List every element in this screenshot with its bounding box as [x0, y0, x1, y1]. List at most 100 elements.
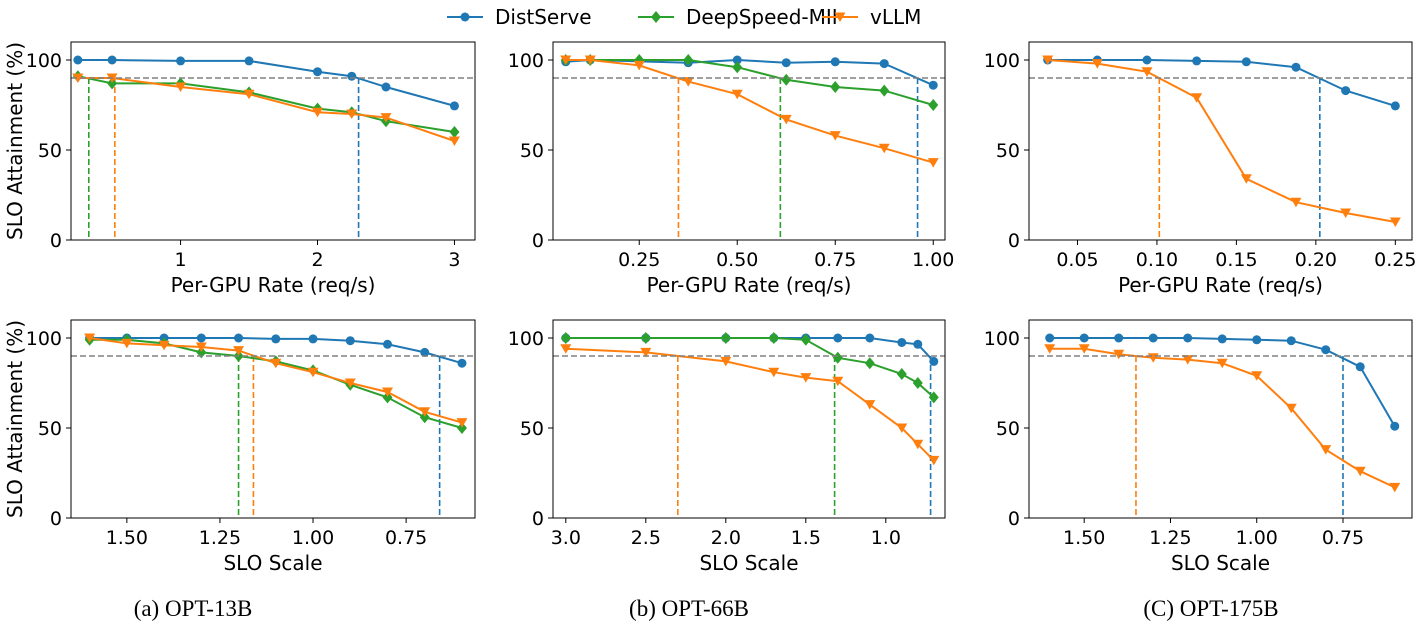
data-point	[780, 114, 792, 125]
data-point	[1252, 335, 1262, 345]
data-point	[313, 67, 323, 77]
data-point	[107, 55, 117, 65]
chart-panel-2: 0.25 0.50 0.75 1.00 0 50 100 Per-GPU Rate (req/…	[508, 41, 954, 297]
x-tick-label: 3.0	[551, 527, 581, 549]
data-point	[449, 101, 459, 111]
data-point	[1078, 344, 1090, 354]
data-point	[768, 332, 779, 344]
plot-frame	[552, 41, 946, 241]
data-point	[449, 126, 460, 138]
caption-b: (b) OPT-66B	[629, 596, 749, 621]
x-tick-label: 1.0	[871, 527, 901, 549]
y-tick-label: 50	[996, 418, 1020, 440]
series-line-deepspeed-mii	[77, 75, 455, 133]
data-point	[1390, 421, 1400, 431]
series-line-distserve	[565, 337, 935, 363]
data-point	[896, 368, 907, 380]
data-point	[1141, 67, 1153, 77]
data-point	[1042, 55, 1054, 65]
data-point	[912, 377, 923, 389]
series-line-vllm	[77, 77, 455, 142]
data-point	[1354, 466, 1366, 477]
x-tick-label: 0.75	[814, 249, 856, 271]
data-point	[312, 107, 324, 118]
data-point	[1290, 197, 1302, 208]
data-point	[176, 56, 186, 66]
caption-a: (a) OPT-13B	[133, 596, 253, 621]
data-point	[781, 58, 791, 68]
data-point	[830, 57, 840, 67]
series-line-vllm	[565, 347, 935, 462]
data-point	[347, 71, 357, 81]
y-tick-label: 0	[50, 230, 62, 252]
legend-label: DeepSpeed-MII	[686, 5, 838, 29]
data-point	[832, 351, 843, 364]
data-point	[1251, 371, 1263, 381]
x-tick-label: 1.50	[106, 527, 148, 549]
data-point	[457, 358, 467, 368]
data-point	[381, 82, 391, 92]
series-line-vllm	[89, 337, 463, 424]
data-point	[683, 54, 694, 66]
x-axis-label: Per-GPU Rate (req/s)	[1118, 273, 1323, 297]
legend: DistServe DeepSpeed-MII vLLM	[447, 5, 921, 29]
chart-panel-5: 3.0 2.5 2.0 1.5 1.0 0 50 100 SLO Scale	[508, 319, 946, 575]
y-tick-label: 100	[984, 328, 1020, 350]
data-point	[720, 332, 731, 344]
y-tick-label: 100	[26, 50, 62, 72]
legend-marker	[651, 11, 661, 23]
plot-frame	[1028, 41, 1413, 241]
data-point	[244, 56, 254, 66]
data-point	[448, 136, 460, 146]
data-point	[233, 346, 245, 356]
data-point	[1240, 174, 1252, 184]
data-point	[121, 338, 133, 349]
data-point	[308, 334, 318, 344]
x-tick-label: 0.05	[1056, 249, 1098, 271]
data-point	[1389, 217, 1401, 227]
series-line-deepspeed-mii	[565, 59, 934, 106]
data-point	[720, 356, 732, 367]
y-tick-label: 50	[520, 140, 544, 162]
legend-marker	[834, 12, 846, 22]
series-line-distserve	[77, 59, 455, 107]
data-point	[633, 60, 645, 71]
data-point	[781, 73, 792, 86]
plot-frame	[70, 319, 476, 519]
data-point	[928, 391, 939, 404]
data-point	[879, 84, 890, 97]
data-point	[382, 339, 392, 349]
data-point	[196, 333, 206, 343]
data-point	[1340, 208, 1352, 218]
y-tick-label: 100	[508, 50, 544, 72]
data-point	[1182, 355, 1194, 365]
data-point	[1286, 336, 1296, 346]
plot-frame	[552, 319, 946, 519]
data-point	[72, 73, 84, 83]
data-point	[897, 338, 907, 347]
x-axis-label: SLO Scale	[223, 551, 322, 575]
data-point	[928, 80, 938, 90]
data-point	[864, 400, 876, 410]
data-point	[833, 333, 843, 343]
data-point	[560, 55, 572, 65]
x-tick-label: 0.75	[385, 527, 427, 549]
x-tick-label: 1	[175, 249, 187, 271]
data-point	[1285, 403, 1297, 414]
data-point	[1142, 55, 1152, 65]
data-point	[107, 77, 118, 90]
data-point	[1389, 482, 1401, 493]
x-axis-label: Per-GPU Rate (req/s)	[171, 273, 376, 297]
chart-panel-3: 0.05 0.10 0.15 0.20 0.25 0 50 100 Per-GPU Rate (…	[984, 41, 1416, 297]
y-tick-label: 100	[26, 328, 62, 350]
data-point	[913, 339, 923, 349]
x-tick-label: 1.00	[912, 249, 954, 271]
data-point	[800, 373, 812, 383]
y-tick-label: 0	[1008, 508, 1020, 530]
data-point	[878, 143, 890, 154]
data-point	[345, 336, 355, 346]
y-tick-label: 0	[1008, 230, 1020, 252]
data-point	[1321, 345, 1331, 355]
data-point	[1192, 56, 1202, 66]
data-point	[640, 347, 652, 358]
